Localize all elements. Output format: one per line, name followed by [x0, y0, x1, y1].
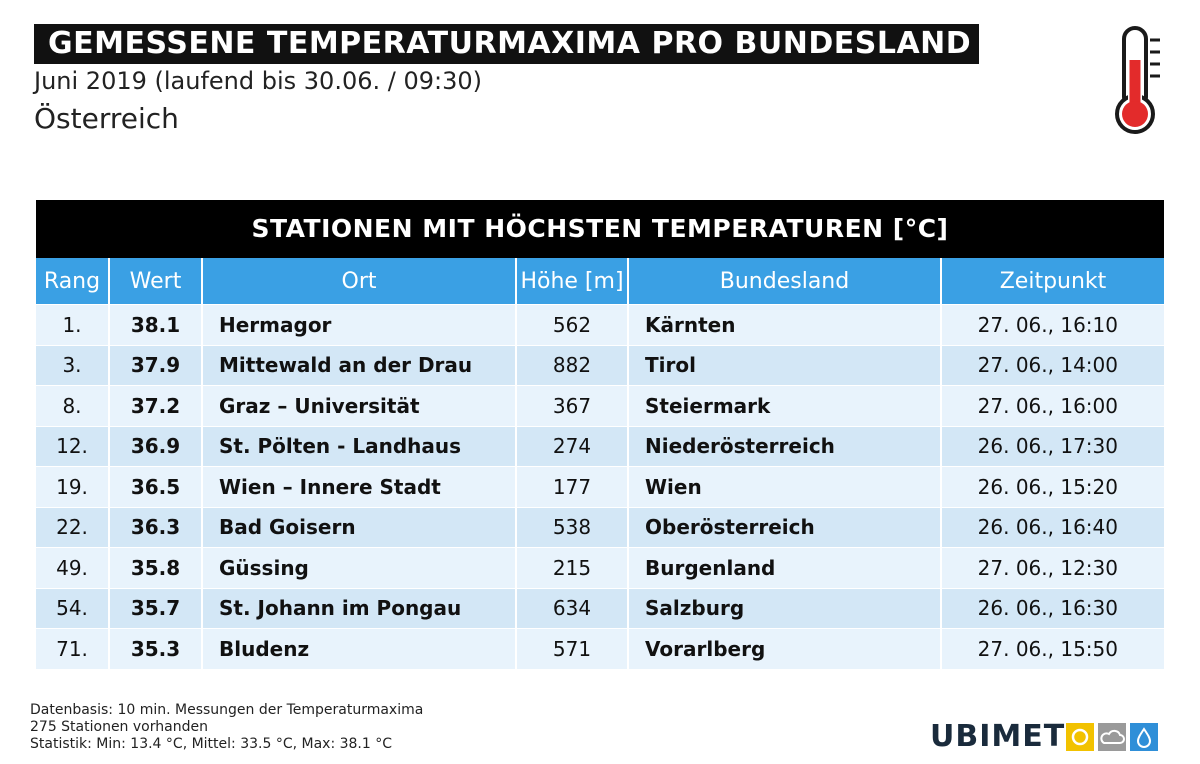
footer-data-basis: Datenbasis: 10 min. Messungen der Temper…	[30, 702, 424, 718]
column-header-bundesland: Bundesland	[627, 258, 941, 305]
column-header-hoehe: Höhe [m]	[515, 258, 628, 305]
cell-ort: Wien – Innere Stadt	[201, 466, 516, 507]
cell-rang: 12.	[36, 425, 109, 467]
cell-rang: 1.	[36, 304, 109, 345]
footer-station-count: 275 Stationen vorhanden	[30, 719, 208, 735]
cell-rang: 3.	[36, 344, 109, 386]
cell-rang: 71.	[36, 628, 109, 669]
table-row: 54. 35.7 St. Johann im Pongau 634 Salzburg 26…	[36, 587, 1164, 629]
cell-zeitpunkt: 26. 06., 16:30	[940, 587, 1164, 629]
table-row: 3. 37.9 Mittewald an der Drau 882 Tirol 27. 0…	[36, 344, 1164, 386]
cell-wert: 35.7	[108, 587, 202, 629]
cell-hoehe: 562	[515, 304, 628, 345]
logo-text-met: MET	[991, 719, 1066, 754]
cell-zeitpunkt: 26. 06., 16:40	[940, 506, 1164, 548]
cell-hoehe: 177	[515, 466, 628, 507]
logo-wordmark: UBIMET	[930, 720, 1065, 754]
cell-bundesland: Niederösterreich	[627, 425, 941, 467]
column-header-ort: Ort	[201, 258, 516, 305]
cell-wert: 36.9	[108, 425, 202, 467]
cell-bundesland: Kärnten	[627, 304, 941, 345]
page-subtitle: Juni 2019 (laufend bis 30.06. / 09:30)	[34, 67, 482, 95]
cell-wert: 37.9	[108, 344, 202, 386]
table-title: STATIONEN MIT HÖCHSTEN TEMPERATUREN [°C]	[36, 200, 1164, 258]
cell-wert: 38.1	[108, 304, 202, 345]
column-header-rang: Rang	[36, 258, 109, 305]
table-row: 19. 36.5 Wien – Innere Stadt 177 Wien 26. 06.…	[36, 466, 1164, 507]
cell-ort: Bad Goisern	[201, 506, 516, 548]
stations-table: STATIONEN MIT HÖCHSTEN TEMPERATUREN [°C]…	[36, 200, 1164, 669]
cell-hoehe: 571	[515, 628, 628, 669]
cell-hoehe: 882	[515, 344, 628, 386]
cell-hoehe: 367	[515, 385, 628, 426]
cell-bundesland: Burgenland	[627, 547, 941, 588]
footer-statistics: Statistik: Min: 13.4 °C, Mittel: 33.5 °C…	[30, 736, 393, 752]
cell-bundesland: Oberösterreich	[627, 506, 941, 548]
raindrop-icon	[1130, 723, 1158, 751]
page-title: GEMESSENE TEMPERATURMAXIMA PRO BUNDESLAN…	[34, 24, 980, 64]
region-label: Österreich	[34, 102, 179, 135]
cell-hoehe: 634	[515, 587, 628, 629]
cell-ort: Güssing	[201, 547, 516, 588]
table-header-row: Rang Wert Ort Höhe [m] Bundesland Zeitpu…	[36, 258, 1164, 305]
table-body: 1. 38.1 Hermagor 562 Kärnten 27. 06., 16:10 3.…	[36, 304, 1164, 669]
column-header-zeitpunkt: Zeitpunkt	[940, 258, 1164, 305]
table-row: 49. 35.8 Güssing 215 Burgenland 27. 06., 12:3…	[36, 547, 1164, 588]
table-row: 12. 36.9 St. Pölten - Landhaus 274 Niederöst…	[36, 425, 1164, 467]
cell-zeitpunkt: 27. 06., 15:50	[940, 628, 1164, 669]
cell-ort: Graz – Universität	[201, 385, 516, 426]
column-header-wert: Wert	[108, 258, 202, 305]
cell-rang: 22.	[36, 506, 109, 548]
cell-wert: 35.3	[108, 628, 202, 669]
cell-bundesland: Vorarlberg	[627, 628, 941, 669]
cell-zeitpunkt: 26. 06., 15:20	[940, 466, 1164, 507]
cell-zeitpunkt: 27. 06., 16:10	[940, 304, 1164, 345]
table-row: 22. 36.3 Bad Goisern 538 Oberösterreich 26. 0…	[36, 506, 1164, 548]
cell-zeitpunkt: 26. 06., 17:30	[940, 425, 1164, 467]
cell-rang: 49.	[36, 547, 109, 588]
cell-zeitpunkt: 27. 06., 12:30	[940, 547, 1164, 588]
thermometer-icon	[1115, 26, 1160, 134]
cell-rang: 8.	[36, 385, 109, 426]
cloud-icon	[1098, 723, 1126, 751]
cell-bundesland: Tirol	[627, 344, 941, 386]
cell-bundesland: Steiermark	[627, 385, 941, 426]
cell-ort: Bludenz	[201, 628, 516, 669]
logo-weather-icons	[1066, 723, 1158, 751]
cell-zeitpunkt: 27. 06., 14:00	[940, 344, 1164, 386]
table-row: 71. 35.3 Bludenz 571 Vorarlberg 27. 06., 15:5…	[36, 628, 1164, 669]
cell-hoehe: 538	[515, 506, 628, 548]
logo-text-ubi: UBI	[930, 719, 992, 754]
cell-ort: Hermagor	[201, 304, 516, 345]
cell-ort: Mittewald an der Drau	[201, 344, 516, 386]
cell-wert: 36.3	[108, 506, 202, 548]
cell-rang: 19.	[36, 466, 109, 507]
cell-bundesland: Salzburg	[627, 587, 941, 629]
cell-ort: St. Pölten - Landhaus	[201, 425, 516, 467]
cell-wert: 36.5	[108, 466, 202, 507]
table-row: 1. 38.1 Hermagor 562 Kärnten 27. 06., 16:10	[36, 304, 1164, 345]
cell-ort: St. Johann im Pongau	[201, 587, 516, 629]
footer-notes: Datenbasis: 10 min. Messungen der Temper…	[30, 702, 423, 753]
cell-bundesland: Wien	[627, 466, 941, 507]
cell-rang: 54.	[36, 587, 109, 629]
data-table: Rang Wert Ort Höhe [m] Bundesland Zeitpu…	[36, 258, 1164, 669]
cell-hoehe: 274	[515, 425, 628, 467]
cell-zeitpunkt: 27. 06., 16:00	[940, 385, 1164, 426]
cell-hoehe: 215	[515, 547, 628, 588]
cell-wert: 35.8	[108, 547, 202, 588]
sun-icon	[1066, 723, 1094, 751]
cell-wert: 37.2	[108, 385, 202, 426]
table-row: 8. 37.2 Graz – Universität 367 Steiermark 27.…	[36, 385, 1164, 426]
